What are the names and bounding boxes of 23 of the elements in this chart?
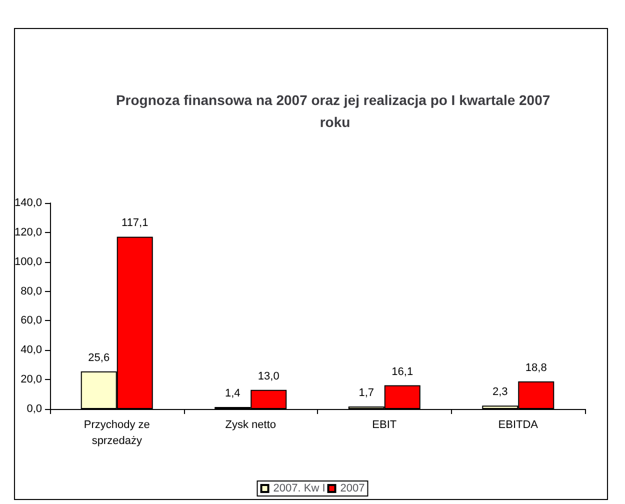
x-tick-label: Zysk netto [225, 419, 276, 431]
data-label: 13,0 [258, 370, 280, 382]
y-tick-label: 20,0 [20, 374, 42, 386]
data-label: 2,3 [492, 386, 508, 398]
x-tick-label: Przychody ze sprzedaży [84, 419, 150, 447]
data-label: 117,1 [122, 217, 148, 230]
chart-title: Prognoza finansowa na 2007 oraz jej realizacja po I kwartale 2007 roku [116, 92, 554, 130]
y-tick-label: 60,0 [20, 314, 42, 327]
legend-label: 2007. Kw I [273, 482, 326, 494]
legend-label: 2007 [340, 482, 365, 494]
y-tick-label: 120,0 [14, 226, 42, 238]
x-tick-label: EBITDA [498, 419, 539, 431]
y-tick-label: 80,0 [20, 285, 42, 298]
x-tick-label: EBIT [372, 419, 397, 431]
y-tick-label: 0,0 [26, 403, 42, 415]
y-tick-label: 100,0 [14, 256, 42, 268]
data-label: 1,7 [358, 387, 374, 399]
data-label: 1,4 [224, 387, 240, 400]
data-label: 16,1 [392, 366, 414, 378]
y-tick-label: 40,0 [20, 344, 42, 356]
data-label: 25,6 [88, 352, 110, 364]
y-tick-label: 140,0 [14, 197, 42, 209]
data-label: 18,8 [525, 362, 547, 374]
